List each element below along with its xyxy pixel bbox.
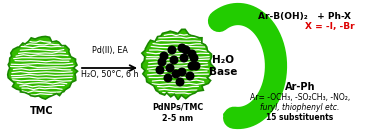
Circle shape	[170, 56, 178, 64]
Circle shape	[192, 62, 200, 70]
Circle shape	[178, 68, 186, 76]
Circle shape	[166, 64, 174, 72]
Circle shape	[178, 44, 186, 52]
Circle shape	[156, 66, 164, 74]
Text: Ar-Ph: Ar-Ph	[285, 82, 315, 92]
Circle shape	[158, 58, 166, 66]
Circle shape	[168, 46, 176, 54]
Text: TMC: TMC	[30, 106, 54, 116]
Text: H₂O
Base: H₂O Base	[209, 55, 237, 77]
Text: Ar-B(OH)₂   + Ph-X: Ar-B(OH)₂ + Ph-X	[259, 12, 352, 21]
Text: Ar= -OCH₃, -SO₂CH₃, -NO₂,: Ar= -OCH₃, -SO₂CH₃, -NO₂,	[250, 93, 350, 102]
Text: H₂O, 50°C, 6 h: H₂O, 50°C, 6 h	[81, 70, 138, 79]
Text: 15 substituents: 15 substituents	[266, 113, 334, 122]
Circle shape	[164, 74, 172, 82]
Polygon shape	[8, 36, 77, 99]
Text: X = -I, -Br: X = -I, -Br	[305, 22, 355, 31]
Text: Pd(II), EA: Pd(II), EA	[91, 46, 127, 55]
Circle shape	[188, 50, 196, 58]
Text: PdNPs/TMC
2-5 nm: PdNPs/TMC 2-5 nm	[152, 102, 204, 123]
Text: furyl, thiophenyl etc.: furyl, thiophenyl etc.	[260, 103, 340, 112]
Polygon shape	[142, 29, 214, 100]
Circle shape	[186, 72, 194, 80]
Circle shape	[172, 70, 180, 78]
Circle shape	[180, 54, 188, 62]
Circle shape	[190, 54, 198, 62]
Circle shape	[188, 62, 196, 70]
Circle shape	[160, 52, 168, 60]
Circle shape	[176, 78, 184, 86]
Circle shape	[182, 46, 190, 54]
